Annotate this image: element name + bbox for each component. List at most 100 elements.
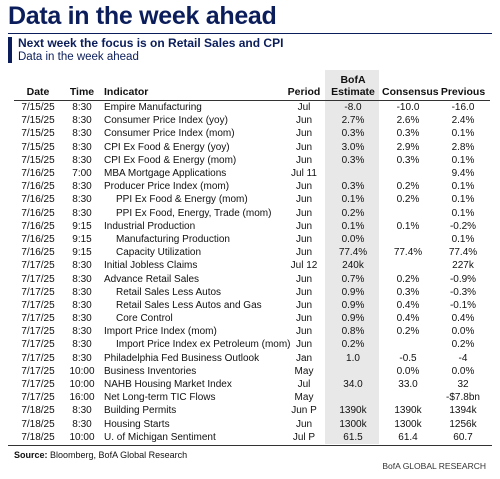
table-cell: Retail Sales Less Autos [116, 286, 222, 298]
table-cell: Jul [297, 102, 311, 114]
table-cell: 7/18/25 [21, 418, 55, 430]
table-cell: Producer Price Index (mom) [104, 181, 230, 193]
table-row: 7/17/25 8:30 Philadelphia Fed Business Out… [14, 352, 490, 365]
table-cell: 8:30 [72, 128, 92, 140]
table-cell: Building Permits [104, 405, 177, 417]
table-cell: 8:30 [72, 141, 92, 153]
table-cell: Jun [295, 326, 313, 338]
table-cell: 0.1% [451, 233, 475, 245]
table-cell: Jun [295, 313, 313, 325]
table-cell: 7/15/25 [21, 115, 55, 127]
table-cell: 7/16/25 [21, 181, 55, 193]
table-cell: 8:30 [72, 181, 92, 193]
table-cell: Jun [295, 194, 313, 206]
table-cell: 8:30 [72, 207, 92, 219]
table-cell: May [294, 365, 314, 377]
table-cell: Jul 11 [291, 168, 317, 180]
table-cell: NAHB Housing Market Index [104, 379, 232, 391]
table-cell: 0.4% [451, 313, 475, 325]
table-row: 7/17/25 8:30 Import Price Index ex Petrole… [14, 338, 490, 351]
table-row: 7/15/25 8:30 Consumer Price Index (mom) Jun… [14, 127, 490, 140]
column-header: Time [62, 70, 102, 101]
table-cell [326, 365, 380, 378]
table-cell: Jun [295, 128, 313, 140]
table-cell: 2.7% [341, 115, 365, 127]
table-cell: 227k [452, 260, 474, 272]
table-row: 7/17/25 10:00 NAHB Housing Market Index Jul… [14, 378, 490, 391]
source-note: Source: Bloomberg, BofA Global Research [14, 450, 187, 460]
table-cell: 7/16/25 [21, 207, 55, 219]
table-cell: 7:00 [72, 168, 92, 180]
table-cell: Philadelphia Fed Business Outlook [104, 352, 260, 364]
table-cell: Jan [295, 352, 313, 364]
table-row: 7/16/25 8:30 PPI Ex Food & Energy (mom) Jun… [14, 193, 490, 206]
table-cell: 0.1% [451, 154, 475, 166]
table-cell: Jun [295, 141, 313, 153]
table-cell: 0.2% [341, 207, 365, 219]
table-cell: Import Price Index (mom) [104, 326, 217, 338]
table-cell: 0.2% [396, 181, 420, 193]
table-cell: -10.0 [396, 102, 420, 114]
table-cell: 77.4% [448, 247, 478, 259]
table-cell: 1300k [339, 418, 367, 430]
caption: Data in the week ahead [18, 51, 139, 63]
table-cell: 8:30 [72, 299, 92, 311]
table-cell: -16.0 [451, 102, 475, 114]
table-row: 7/15/25 8:30 Empire Manufacturing Jul -8.0 -1… [14, 101, 490, 115]
table-cell: 0.0% [341, 233, 365, 245]
table-cell: 0.9% [341, 299, 365, 311]
table-cell: -0.9% [449, 273, 477, 285]
table-row: 7/17/25 8:30 Advance Retail Sales Jun 0.7% 0.… [14, 272, 490, 285]
table-cell: 7/16/25 [21, 220, 55, 232]
table-row: 7/15/25 8:30 CPI Ex Food & Energy (mom) Jun… [14, 154, 490, 167]
source-label: Source: [14, 450, 48, 460]
table-cell: 7/16/25 [21, 233, 55, 245]
table-cell: 7/17/25 [21, 365, 55, 377]
bottom-rule [8, 445, 492, 446]
table-cell: 0.1% [451, 207, 475, 219]
table-cell: Jun P [291, 405, 317, 417]
table-cell: 7/16/25 [21, 247, 55, 259]
column-header: Period [282, 70, 326, 101]
table-cell: Manufacturing Production [116, 233, 230, 245]
table-cell: Empire Manufacturing [104, 102, 202, 114]
table-cell: 7/17/25 [21, 313, 55, 325]
table-cell [326, 391, 380, 404]
table-cell: 0.0% [396, 365, 420, 377]
source-text: Bloomberg, BofA Global Research [50, 450, 188, 460]
table-cell: 7/18/25 [21, 405, 55, 417]
table-cell: 0.1% [451, 194, 475, 206]
table-cell: 0.3% [341, 154, 365, 166]
table-cell: 7/16/25 [21, 168, 55, 180]
table-cell: 7/17/25 [21, 326, 55, 338]
table-cell: -0.5 [399, 352, 417, 364]
table-cell: 0.3% [341, 128, 365, 140]
table-cell: 7/17/25 [21, 299, 55, 311]
table-cell: 8:30 [72, 339, 92, 351]
table-cell: 1390k [339, 405, 367, 417]
table-cell: U. of Michigan Sentiment [104, 431, 216, 443]
table-cell: Capacity Utilization [116, 247, 202, 259]
table-cell: 0.1% [341, 194, 365, 206]
table-cell: 1.0 [346, 352, 360, 364]
title-rule [8, 33, 492, 34]
table-cell: 3.0% [341, 141, 365, 153]
table-cell: Jun [295, 273, 313, 285]
table-row: 7/17/25 8:30 Initial Jobless Claims Jul 12 2… [14, 259, 490, 272]
table-cell: 0.1% [341, 220, 365, 232]
table-cell: 2.8% [451, 141, 475, 153]
estimate-shade [325, 70, 379, 444]
table-cell: Business Inventories [104, 365, 197, 377]
table-cell: Jul [297, 379, 311, 391]
table-cell: Initial Jobless Claims [104, 260, 198, 272]
table-cell: 16:00 [69, 392, 95, 404]
table-cell: 8:30 [72, 313, 92, 325]
table-cell: 77.4% [338, 247, 368, 259]
table-cell: 0.0% [451, 365, 475, 377]
table-cell: 9:15 [72, 220, 92, 232]
column-header: Previous [436, 70, 490, 101]
table-row: 7/17/25 8:30 Retail Sales Less Autos and G… [14, 299, 490, 312]
table-cell: CPI Ex Food & Energy (yoy) [104, 141, 230, 153]
table-cell: 1256k [449, 418, 477, 430]
